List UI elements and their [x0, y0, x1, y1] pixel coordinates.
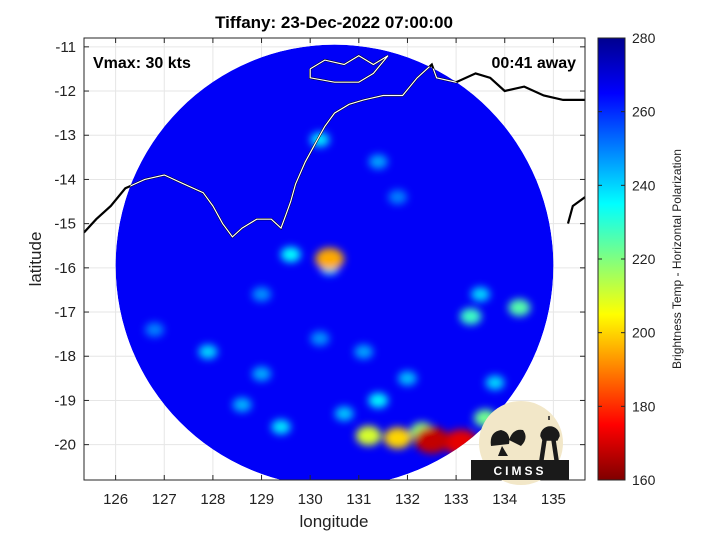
x-tick-label: 126 — [103, 491, 128, 508]
x-tick-label: 129 — [249, 491, 274, 508]
satellite-dish-icon — [490, 429, 526, 456]
y-tick-label: -12 — [54, 83, 76, 100]
x-tick-label: 133 — [444, 491, 469, 508]
colorbar-gradient — [597, 37, 626, 481]
brightness-feature-4 — [368, 154, 388, 170]
colorbar-tick-label: 160 — [632, 472, 656, 488]
colorbar-tick-label: 240 — [632, 177, 656, 193]
y-tick-label: -15 — [54, 216, 76, 233]
swath-layer — [115, 44, 554, 480]
colorbar-tick-label: 280 — [632, 30, 656, 46]
colorbar-tick-label: 200 — [632, 325, 656, 341]
colorbar-ticks: 160 180 200 220 240 260 280 — [598, 30, 656, 488]
y-tick-label: -19 — [54, 392, 76, 409]
brightness-feature-20 — [508, 299, 531, 317]
brightness-feature-16 — [368, 392, 389, 408]
brightness-feature-5 — [354, 344, 374, 360]
plot-frame — [83, 37, 586, 481]
x-tick-label: 135 — [541, 491, 566, 508]
brightness-feature-12 — [198, 344, 218, 360]
logo-text: CIMSS — [493, 464, 546, 478]
coastline-1 — [309, 54, 389, 84]
brightness-feature-2 — [252, 287, 271, 302]
brightness-feature-3 — [310, 331, 330, 346]
y-tick-label: -11 — [55, 39, 76, 56]
x-tick-label: 132 — [395, 491, 420, 508]
brightness-feature-1 — [145, 322, 164, 337]
y-tick-label: -13 — [54, 127, 76, 144]
colorbar-tick-label: 180 — [632, 398, 656, 414]
y-ticks: -11 -12 -13 -14 -15 -16 -17 -18 -19 -20 — [54, 39, 585, 454]
y-tick-label: -18 — [54, 348, 76, 365]
y-tick-label: -16 — [54, 260, 76, 277]
brightness-feature-23 — [355, 426, 382, 446]
colorbar-tick-label: 220 — [632, 251, 656, 267]
y-axis-label: latitude — [26, 232, 45, 287]
logo-banner — [471, 460, 569, 480]
x-ticks: 126 127 128 129 130 131 132 133 134 135 — [103, 38, 566, 508]
coastline-0 — [84, 62, 585, 239]
brightness-feature-15 — [271, 419, 291, 435]
coastline-2 — [566, 196, 585, 224]
x-tick-label: 128 — [200, 491, 225, 508]
brightness-feature-6 — [252, 366, 271, 382]
chart-title: Tiffany: 23-Dec-2022 07:00:00 — [215, 13, 453, 32]
cimss-logo: CIMSS — [471, 401, 569, 485]
colorbar-tick-label: 260 — [632, 104, 656, 120]
y-tick-label: -17 — [54, 304, 76, 321]
colorbar-label: Brightness Temp - Horizontal Polarizatio… — [670, 149, 684, 369]
colorbar: 160 180 200 220 240 260 280 Brightness Temp - … — [597, 30, 684, 488]
brightness-feature-25 — [315, 247, 344, 271]
time-away-label: 00:41 away — [491, 55, 576, 72]
brightness-feature-18 — [459, 308, 482, 325]
brightness-feature-27 — [414, 426, 450, 454]
coastline-layer — [84, 54, 585, 239]
x-tick-label: 130 — [298, 491, 323, 508]
brightness-feature-17 — [280, 246, 301, 263]
brightness-feature-7 — [232, 397, 252, 413]
brightness-feature-8 — [398, 371, 417, 386]
x-tick-label: 131 — [346, 491, 371, 508]
y-tick-label: -20 — [54, 437, 76, 454]
brightness-feature-11 — [470, 287, 490, 302]
brightness-feature-13 — [485, 375, 505, 391]
x-tick-label: 127 — [152, 491, 177, 508]
x-tick-label: 134 — [492, 491, 517, 508]
brightness-feature-0 — [388, 189, 408, 205]
brightness-feature-9 — [334, 406, 354, 421]
brightness-feature-24 — [383, 427, 412, 449]
vmax-label: Vmax: 30 kts — [93, 55, 191, 72]
x-axis-label: longitude — [299, 512, 368, 531]
y-tick-label: -14 — [54, 171, 76, 188]
